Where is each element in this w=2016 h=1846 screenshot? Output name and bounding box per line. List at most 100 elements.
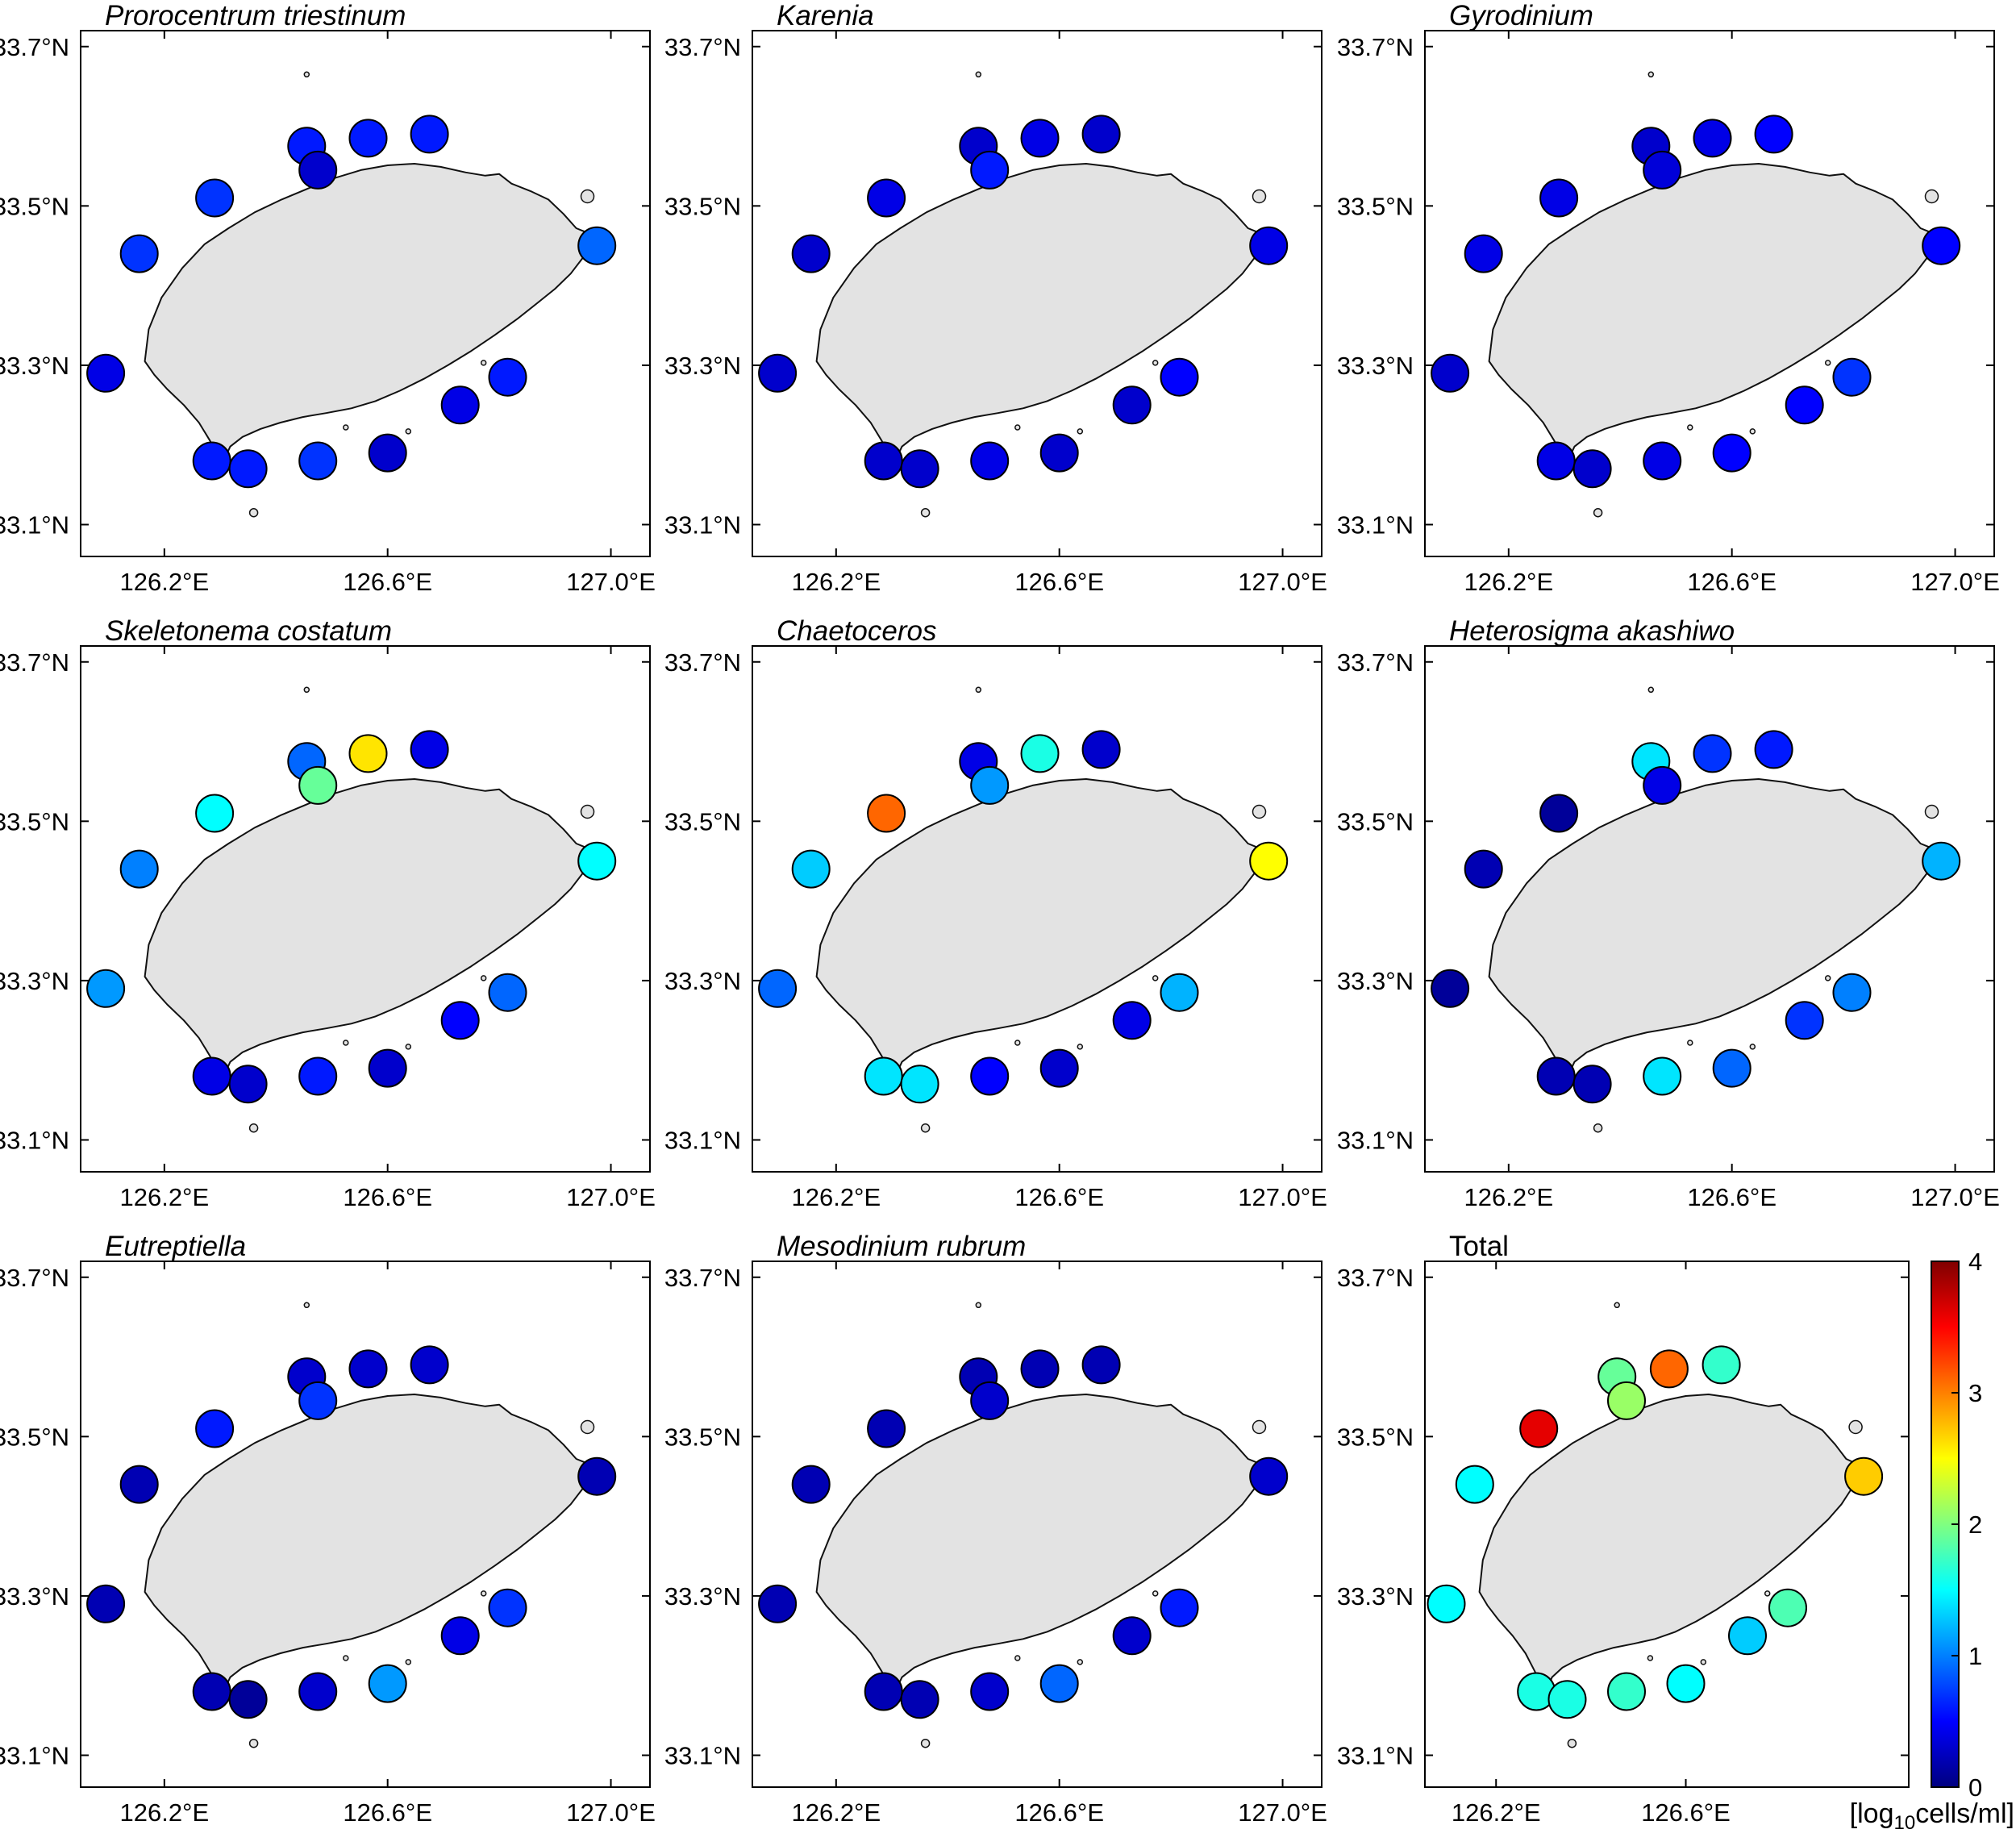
- islet: [1077, 1044, 1084, 1050]
- y-tick-label: 33.7°N: [664, 1264, 741, 1292]
- x-tick-label: 126.6°E: [1641, 1798, 1731, 1827]
- station-dot: [900, 449, 939, 489]
- station-dot: [1693, 734, 1732, 773]
- station-dot: [758, 353, 798, 393]
- axis-box: [1424, 30, 1995, 557]
- y-tick-label: 33.1°N: [0, 1741, 69, 1769]
- station-dot: [228, 1065, 268, 1104]
- colorbar-tick-label: 3: [1968, 1379, 1982, 1407]
- y-tick-label: 33.7°N: [664, 648, 741, 677]
- station-dot: [86, 1584, 126, 1623]
- y-tick-label: 33.5°N: [0, 1423, 69, 1451]
- map-skeletonema-costatum: 126.2°E 126.6°E 127.0°E 33.7°N 33.5°N 33.3°N 3…: [0, 645, 656, 1211]
- station-dot: [368, 1048, 407, 1088]
- axis-box: [1424, 1261, 1910, 1788]
- station-dot: [348, 734, 388, 773]
- station-dot: [577, 226, 617, 265]
- y-tick-label: 33.7°N: [1337, 648, 1414, 677]
- y-tick-label: 33.5°N: [1337, 807, 1414, 835]
- x-tick-label: 126.6°E: [1014, 568, 1104, 596]
- station-dot: [1431, 353, 1470, 393]
- islet: [1687, 1040, 1693, 1046]
- islet: [1567, 1738, 1577, 1748]
- y-tick-label: 33.5°N: [664, 807, 741, 835]
- y-tick-label: 33.1°N: [664, 1741, 741, 1769]
- x-tick-label: 126.6°E: [343, 1183, 432, 1211]
- islet: [1764, 1590, 1771, 1597]
- panel-skeletonema-costatum: 126.2°E 126.6°E 127.0°E 33.7°N 33.5°N 33.3°N 3…: [0, 615, 672, 1231]
- station-dot: [900, 1065, 939, 1104]
- station-dot: [1832, 357, 1872, 397]
- islet: [1252, 804, 1267, 819]
- islet: [480, 975, 487, 981]
- islet: [920, 1123, 931, 1133]
- panel-title-karenia: Karenia: [777, 0, 874, 31]
- station-dot: [1020, 734, 1060, 773]
- islet: [1848, 1419, 1863, 1435]
- station-dot: [1643, 150, 1682, 190]
- station-dot: [758, 969, 798, 1008]
- axis-box: [80, 645, 651, 1173]
- y-tick-label: 33.5°N: [1337, 192, 1414, 220]
- x-tick-label: 126.2°E: [119, 568, 209, 596]
- colorbar-units-subscript: 10: [1893, 1811, 1916, 1834]
- station-dot: [1081, 730, 1121, 769]
- x-tick-label: 127.0°E: [1238, 1798, 1327, 1827]
- colorbar-units-label: [log10cells/ml]: [1850, 1798, 2014, 1835]
- y-tick-label: 33.7°N: [1337, 1264, 1414, 1292]
- station-dot: [867, 1409, 906, 1448]
- station-dot: [298, 1056, 338, 1096]
- y-tick-label: 33.3°N: [1337, 967, 1414, 995]
- islet: [920, 507, 931, 518]
- x-tick-label: 126.2°E: [791, 1183, 881, 1211]
- station-dot: [488, 973, 527, 1012]
- islet: [1647, 686, 1655, 694]
- colorbar-tick-label: 4: [1968, 1248, 1982, 1276]
- islet: [1077, 1659, 1084, 1665]
- station-dot: [1464, 849, 1503, 889]
- station-dot: [1020, 119, 1060, 158]
- y-tick-label: 33.3°N: [1337, 352, 1414, 380]
- station-dot: [348, 119, 388, 158]
- station-dot: [1547, 1680, 1587, 1719]
- station-dot: [488, 357, 527, 397]
- y-tick-label: 33.7°N: [0, 648, 69, 677]
- x-tick-label: 127.0°E: [1910, 568, 2000, 596]
- panel-title-chaetoceros: Chaetoceros: [777, 615, 937, 647]
- x-tick-label: 127.0°E: [566, 1183, 656, 1211]
- x-tick-label: 126.2°E: [1464, 568, 1553, 596]
- islet: [920, 1738, 931, 1748]
- x-tick-label: 127.0°E: [566, 1798, 656, 1827]
- station-dot: [864, 1672, 903, 1711]
- station-dot: [1539, 794, 1579, 833]
- station-dot: [410, 115, 449, 154]
- station-dot: [1081, 115, 1121, 154]
- station-dot: [791, 234, 831, 273]
- station-dot: [1536, 1056, 1576, 1096]
- panel-title-prorocentrum-triestinum: Prorocentrum triestinum: [105, 0, 406, 31]
- station-dot: [1922, 841, 1961, 881]
- station-dot: [192, 441, 231, 481]
- station-dot: [1536, 441, 1576, 481]
- station-dot: [298, 765, 338, 805]
- panel-title-total: Total: [1449, 1231, 1509, 1262]
- map-gyrodinium: 126.2°E 126.6°E 127.0°E 33.7°N 33.5°N 33.3°N 3…: [1337, 30, 2000, 596]
- station-dot: [1039, 433, 1079, 473]
- islet: [1749, 1044, 1756, 1050]
- station-dot: [440, 1616, 480, 1656]
- x-tick-label: 126.2°E: [1452, 1798, 1541, 1827]
- station-dot: [1081, 1345, 1121, 1385]
- map-eutreptiella: 126.2°E 126.6°E 127.0°E 33.7°N 33.5°N 33.3°N 3…: [0, 1261, 656, 1827]
- axis-box: [80, 1261, 651, 1788]
- panel-gyrodinium: 126.2°E 126.6°E 127.0°E 33.7°N 33.5°N 33.3°N 3…: [1337, 0, 2016, 615]
- station-dot: [1643, 1056, 1682, 1096]
- station-dot: [119, 234, 159, 273]
- x-tick-label: 126.6°E: [343, 1798, 432, 1827]
- station-dot: [1666, 1664, 1706, 1703]
- islet: [303, 71, 310, 78]
- station-dot: [410, 1345, 449, 1385]
- y-tick-label: 33.5°N: [0, 807, 69, 835]
- station-dot: [298, 441, 338, 481]
- station-dot: [1112, 1616, 1152, 1656]
- islet: [1152, 360, 1159, 366]
